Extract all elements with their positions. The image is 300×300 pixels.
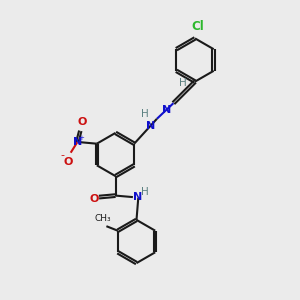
Text: N: N	[146, 121, 155, 130]
Text: H: H	[141, 109, 148, 119]
Text: -: -	[60, 150, 64, 160]
Text: H: H	[179, 78, 187, 88]
Text: O: O	[90, 194, 99, 204]
Text: O: O	[64, 157, 73, 167]
Text: CH₃: CH₃	[94, 214, 111, 223]
Text: H: H	[141, 187, 148, 197]
Text: +: +	[79, 135, 84, 141]
Text: O: O	[77, 117, 86, 127]
Text: N: N	[134, 191, 143, 202]
Text: N: N	[73, 137, 82, 147]
Text: Cl: Cl	[191, 20, 204, 33]
Text: N: N	[162, 105, 172, 115]
